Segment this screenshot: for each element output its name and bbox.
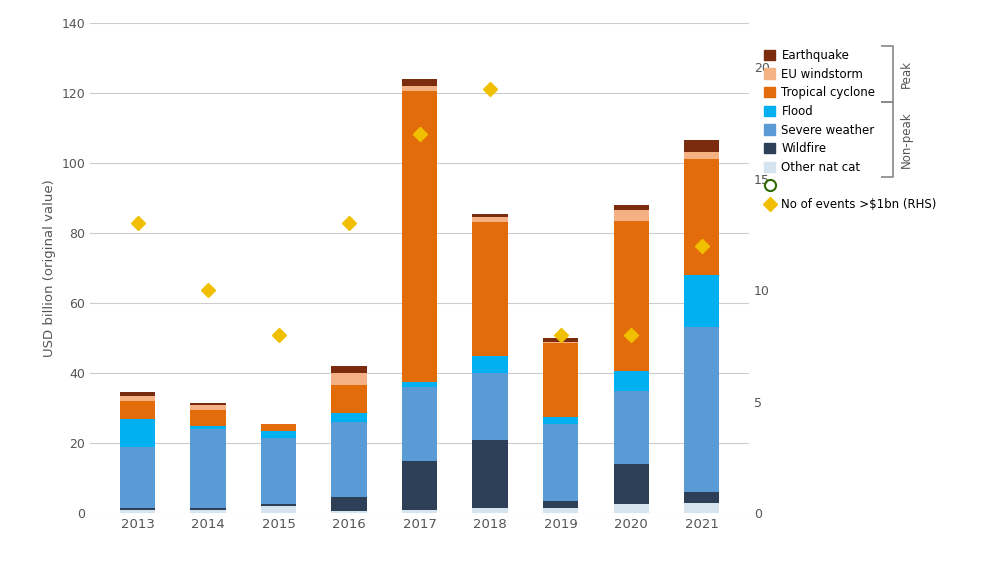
Bar xyxy=(402,78,438,86)
Bar xyxy=(332,366,367,373)
Bar xyxy=(191,426,226,429)
Bar xyxy=(120,508,155,510)
Bar xyxy=(543,343,578,417)
Bar xyxy=(332,497,367,512)
Bar xyxy=(332,373,367,385)
Bar xyxy=(120,396,155,401)
Bar xyxy=(402,510,438,513)
Bar xyxy=(402,461,438,510)
Bar xyxy=(613,210,648,221)
Bar xyxy=(473,217,507,222)
Text: Peak: Peak xyxy=(899,60,912,88)
Bar xyxy=(543,424,578,501)
Bar xyxy=(402,91,438,382)
Bar xyxy=(402,387,438,461)
Text: Non-peak: Non-peak xyxy=(899,111,912,168)
Bar xyxy=(473,508,507,513)
Bar xyxy=(332,512,367,513)
Y-axis label: USD billion (original value): USD billion (original value) xyxy=(43,179,56,357)
Bar xyxy=(473,214,507,217)
Bar xyxy=(261,424,296,431)
Bar xyxy=(684,328,719,492)
Bar xyxy=(613,205,648,210)
Bar xyxy=(543,417,578,424)
Bar xyxy=(191,410,226,426)
Bar xyxy=(402,382,438,387)
Bar xyxy=(543,342,578,343)
Bar xyxy=(613,464,648,504)
Bar xyxy=(613,391,648,464)
Bar xyxy=(120,510,155,513)
Bar xyxy=(684,152,719,159)
Bar xyxy=(543,501,578,508)
Bar xyxy=(332,413,367,422)
Bar xyxy=(684,140,719,152)
Bar xyxy=(261,506,296,513)
Bar xyxy=(120,447,155,508)
Bar xyxy=(191,429,226,508)
Bar xyxy=(684,159,719,275)
Bar xyxy=(261,431,296,438)
Bar xyxy=(191,508,226,510)
Bar xyxy=(473,222,507,355)
Bar xyxy=(261,438,296,504)
Bar xyxy=(402,86,438,91)
Bar xyxy=(613,504,648,513)
Bar xyxy=(684,503,719,513)
Bar xyxy=(191,404,226,410)
Bar xyxy=(543,508,578,513)
Bar xyxy=(543,338,578,342)
Bar xyxy=(332,422,367,497)
Bar xyxy=(473,440,507,508)
Bar xyxy=(120,401,155,418)
Bar xyxy=(473,373,507,440)
Bar xyxy=(473,355,507,373)
Legend: Earthquake, EU windstorm, Tropical cyclone, Flood, Severe weather, Wildfire, Oth: Earthquake, EU windstorm, Tropical cyclo… xyxy=(760,45,940,215)
Bar xyxy=(332,385,367,413)
Bar xyxy=(684,275,719,328)
Bar xyxy=(120,418,155,447)
Bar xyxy=(261,504,296,506)
Bar xyxy=(684,492,719,503)
Bar xyxy=(191,403,226,404)
Bar xyxy=(613,371,648,391)
Bar xyxy=(120,393,155,396)
Bar xyxy=(191,510,226,513)
Bar xyxy=(613,221,648,371)
